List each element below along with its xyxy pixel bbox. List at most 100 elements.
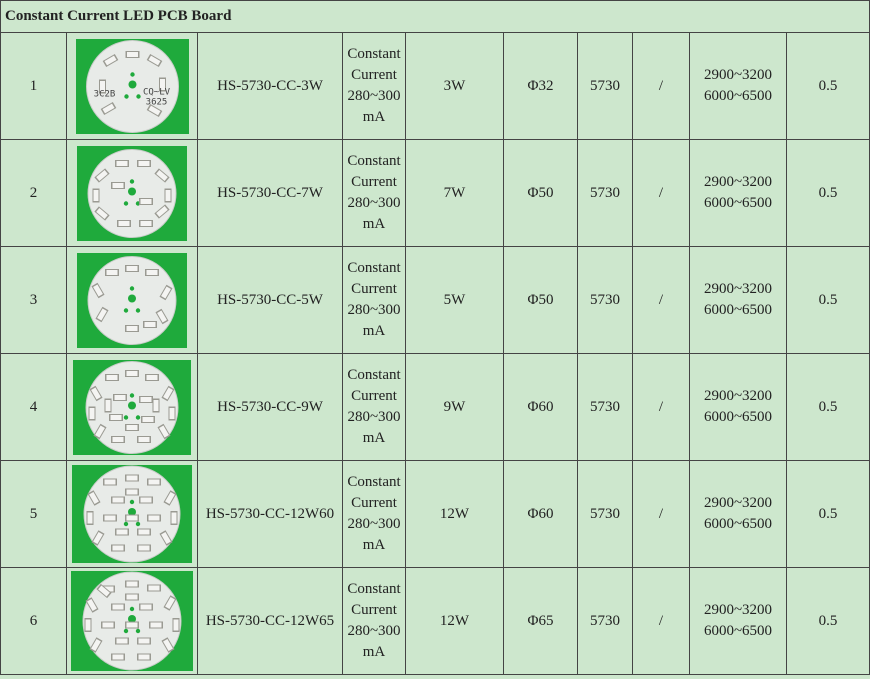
product-image-cell <box>66 246 198 354</box>
cct-line: 6000~6500 <box>703 195 773 211</box>
pcb-pad <box>123 521 129 527</box>
driver-line: mA <box>362 430 386 446</box>
led-chip <box>88 406 96 420</box>
led-chip <box>155 308 169 324</box>
product-image <box>73 359 191 455</box>
led-chip <box>137 159 151 167</box>
product-image <box>77 252 187 348</box>
led-chip <box>137 435 151 443</box>
led-chip <box>125 324 139 332</box>
pcb-pad <box>123 414 129 420</box>
pcb-pad <box>129 178 135 184</box>
product-image <box>71 571 193 671</box>
led-chip <box>157 423 171 439</box>
led-chip <box>93 423 107 439</box>
table-row: 1 3C2B CQ~LV 3625 HS-5730-CC-3W Constant C… <box>0 32 870 140</box>
diameter-cell: Φ50 <box>503 139 578 247</box>
driver-line: Constant <box>347 46 401 62</box>
led-chip <box>163 490 177 506</box>
led-chip <box>146 103 162 117</box>
led-chip <box>141 415 155 423</box>
last-value-cell: 0.5 <box>786 353 870 461</box>
led-chip <box>139 219 153 227</box>
led-chip <box>87 490 101 506</box>
cct-cell: 2900~3200 6000~6500 <box>689 460 787 568</box>
row-number: 2 <box>0 139 67 247</box>
model-cell: HS-5730-CC-9W <box>197 353 343 461</box>
led-chip <box>94 205 110 221</box>
pcb-pad <box>129 285 135 291</box>
driver-line: Constant <box>347 153 401 169</box>
driver-cell: Constant Current 280~300 mA <box>342 246 406 354</box>
board-print-text: CQ~LV <box>142 87 170 97</box>
last-value-cell: 0.5 <box>786 32 870 140</box>
cct-line: 6000~6500 <box>703 409 773 425</box>
led-chip <box>125 50 139 58</box>
diameter-cell: Φ65 <box>503 567 578 675</box>
led-chip <box>113 393 127 401</box>
pcb-pad <box>123 307 129 313</box>
led-chip <box>149 621 163 629</box>
pcb-pad <box>129 499 135 505</box>
driver-line: Current <box>351 388 397 404</box>
led-chip <box>109 413 123 421</box>
led-chip <box>101 585 115 593</box>
led-chip <box>143 320 157 328</box>
led-type-cell: 5730 <box>577 246 633 354</box>
led-type-cell: 5730 <box>577 460 633 568</box>
table-row: 6 HS-5730-CC-12W65 Constant Current 280~… <box>0 567 870 675</box>
led-chip <box>152 398 160 412</box>
pcb-pad <box>135 414 141 420</box>
driver-line: Current <box>351 67 397 83</box>
led-chip <box>102 53 118 67</box>
driver-line: 280~300 <box>347 623 401 639</box>
driver-line: mA <box>362 216 386 232</box>
led-chip <box>91 530 105 546</box>
cct-line: 6000~6500 <box>703 302 773 318</box>
table-row: 5 HS-5730-CC-12W60 Constant Current 280~… <box>0 460 870 568</box>
led-chip <box>94 167 110 183</box>
diameter-cell: Φ60 <box>503 460 578 568</box>
product-image-cell <box>66 353 198 461</box>
led-chip <box>137 653 151 661</box>
cct-cell: 2900~3200 6000~6500 <box>689 139 787 247</box>
last-value-cell: 0.5 <box>786 460 870 568</box>
cct-line: 2900~3200 <box>703 174 773 190</box>
mounting-hole <box>128 508 136 516</box>
led-chip <box>161 385 175 401</box>
led-chip <box>125 593 139 601</box>
round-led-pcb-12-led-icon <box>71 571 193 671</box>
extra-cell: / <box>632 139 690 247</box>
last-value-cell: 0.5 <box>786 246 870 354</box>
led-type-cell: 5730 <box>577 567 633 675</box>
led-chip <box>96 583 112 599</box>
led-chip <box>159 284 173 300</box>
board-print-text: 3625 <box>145 97 167 107</box>
table-title: Constant Current LED PCB Board <box>0 0 870 33</box>
led-chip <box>85 597 99 613</box>
extra-cell: / <box>632 32 690 140</box>
table-body: 1 3C2B CQ~LV 3625 HS-5730-CC-3W Constant C… <box>0 32 870 675</box>
led-chip <box>154 203 170 219</box>
led-chip <box>111 544 125 552</box>
led-chip <box>86 511 94 525</box>
model-cell: HS-5730-CC-5W <box>197 246 343 354</box>
led-chip <box>158 77 166 91</box>
led-chip <box>139 603 153 611</box>
cct-line: 6000~6500 <box>703 88 773 104</box>
product-image <box>72 465 192 563</box>
led-chip <box>139 197 153 205</box>
title-row: Constant Current LED PCB Board <box>0 0 870 33</box>
pcb-pad <box>123 628 129 634</box>
driver-line: mA <box>362 644 386 660</box>
product-image-cell <box>66 567 198 675</box>
table-row: 3 HS-5730-CC-5W Constant Current 280~300… <box>0 246 870 354</box>
power-cell: 9W <box>405 353 504 461</box>
led-chip <box>147 584 161 592</box>
power-cell: 5W <box>405 246 504 354</box>
cct-line: 6000~6500 <box>703 623 773 639</box>
product-image-cell <box>66 139 198 247</box>
power-cell: 3W <box>405 32 504 140</box>
